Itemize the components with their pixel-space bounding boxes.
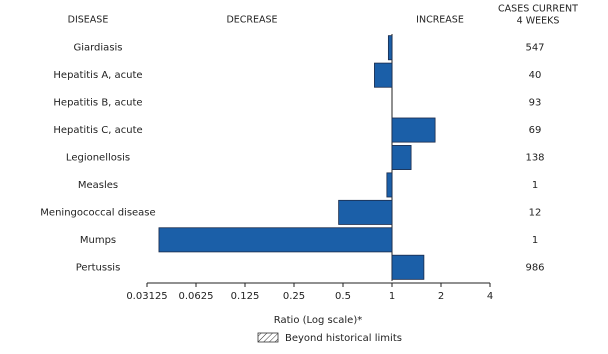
x-tick-label: 0.125: [231, 291, 260, 302]
x-tick-label: 0.0625: [179, 291, 214, 302]
legend-label: Beyond historical limits: [285, 333, 402, 344]
category-header: DISEASE: [68, 15, 109, 26]
bar: [386, 172, 393, 198]
x-tick-label: 0.5: [335, 291, 351, 302]
category-label: Mumps: [80, 235, 116, 246]
category-label: Giardiasis: [73, 43, 122, 54]
category-label: Hepatitis C, acute: [53, 125, 142, 136]
category-label: Measles: [78, 180, 118, 191]
category-label: Pertussis: [76, 262, 121, 273]
bar: [374, 62, 393, 88]
cases-header: 4 WEEKS: [517, 16, 560, 27]
decrease-header: DECREASE: [226, 15, 277, 26]
cases-value: 93: [529, 98, 542, 109]
bar: [338, 199, 393, 225]
increase-header: INCREASE: [416, 15, 464, 26]
x-tick-label: 1: [389, 291, 395, 302]
bar: [387, 35, 393, 61]
category-label: Hepatitis A, acute: [53, 70, 142, 81]
legend-swatch: [257, 332, 279, 343]
category-label: Hepatitis B, acute: [53, 98, 142, 109]
x-tick-label: 0.03125: [126, 291, 167, 302]
cases-value: 12: [529, 207, 542, 218]
cases-value: 547: [525, 43, 544, 54]
bar: [391, 117, 436, 143]
category-label: Meningococcal disease: [40, 207, 155, 218]
bar: [391, 254, 425, 280]
x-tick-label: 4: [487, 291, 493, 302]
cases-header: CASES CURRENT: [498, 4, 578, 15]
cases-value: 986: [525, 262, 544, 273]
x-tick-label: 0.25: [283, 291, 305, 302]
category-label: Legionellosis: [66, 153, 130, 164]
cases-value: 40: [529, 70, 542, 81]
x-tick-label: 2: [438, 291, 444, 302]
cases-value: 138: [525, 153, 544, 164]
cases-value: 1: [532, 235, 538, 246]
bar: [158, 227, 393, 253]
cases-value: 69: [529, 125, 542, 136]
x-axis-label: Ratio (Log scale)*: [274, 315, 362, 326]
cases-value: 1: [532, 180, 538, 191]
bar: [391, 145, 412, 170]
